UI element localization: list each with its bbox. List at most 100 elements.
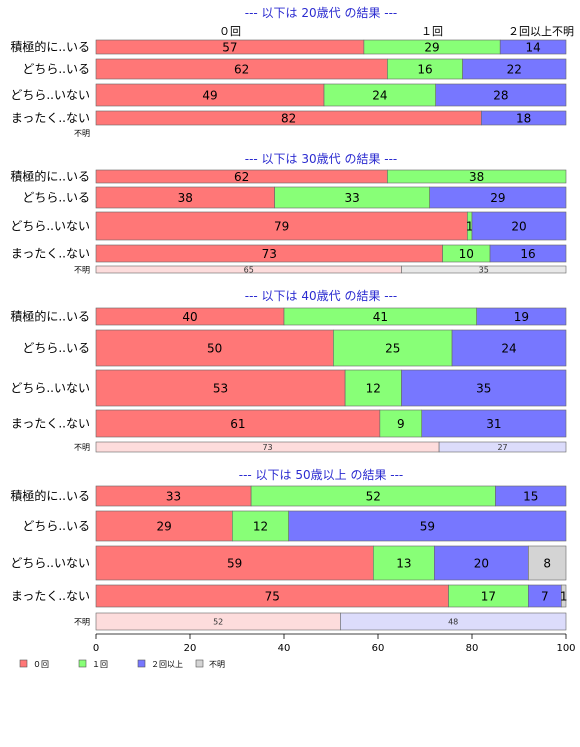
bar-value-label: 1 [560,590,568,604]
bar-segment [476,307,567,326]
bar-segment [429,186,567,209]
bar-segment [333,329,453,367]
bar-value-label: 41 [373,310,388,324]
bar-value-label: 31 [486,417,501,431]
bar-value-label: 24 [372,89,387,103]
legend-swatch [78,659,87,668]
bar-segment [387,169,567,184]
bar-value-label: 19 [514,310,529,324]
bar-segment [435,83,567,107]
row-label: 不明 [74,266,90,275]
bar-value-label: 62 [234,63,249,77]
bar-value-label: 7 [541,590,549,604]
bar-value-label: 61 [230,417,245,431]
bar-segment [489,244,567,263]
bar-value-label: 17 [481,590,496,604]
row-label: まったく..ない [11,247,90,261]
x-tick-label: 80 [466,643,479,654]
x-tick-label: 60 [372,643,385,654]
x-tick-label: 40 [278,643,291,654]
row-label: 積極的に..いる [10,488,90,503]
row-label: 積極的に..いる [10,169,90,184]
bar-value-label: 62 [234,170,249,184]
bar-segment [379,409,423,438]
legend-label: ２回以上 [151,660,183,669]
bar-segment [340,612,567,631]
bar-value-label: 75 [265,590,280,604]
row-label: どちら..いる [22,519,90,533]
bar-value-label: 22 [507,63,522,77]
bar-value-label: 48 [448,618,458,627]
row-label: 積極的に..いる [10,309,90,324]
bar-value-label: 1 [466,220,474,234]
bar-segment [481,110,567,126]
bar-segment [401,369,567,407]
bar-segment [95,369,346,407]
row-label: どちら..いない [10,556,90,570]
bar-value-label: 8 [543,557,551,571]
bar-value-label: 59 [420,520,435,534]
bar-segment [451,329,567,367]
x-tick-label: 0 [93,643,99,654]
column-header: ０回 [219,25,241,38]
bar-value-label: 52 [366,490,381,504]
bar-value-label: 20 [474,557,489,571]
bar-value-label: 13 [396,557,411,571]
bar-value-label: 18 [516,112,531,126]
bar-value-label: 12 [366,382,381,396]
legend-swatch [19,659,28,668]
bar-segment [421,409,567,438]
row-label: どちら..いない [10,381,90,395]
row-label: どちら..いない [10,88,90,102]
bar-segment [471,211,567,241]
bar-value-label: 40 [182,310,197,324]
bar-segment [462,58,567,80]
bar-value-label: 33 [345,191,360,205]
bar-value-label: 16 [417,63,432,77]
bar-segment [401,265,567,274]
bar-value-label: 16 [520,247,535,261]
bar-value-label: 73 [262,443,272,452]
bar-value-label: 28 [493,89,508,103]
legend-swatch [137,659,146,668]
bar-value-label: 82 [281,112,296,126]
bar-value-label: 10 [459,247,474,261]
bar-value-label: 33 [166,490,181,504]
row-label: どちら..いる [22,341,90,355]
x-tick-label: 100 [556,643,575,654]
legend-swatch [195,659,204,668]
bar-segment [95,510,233,542]
bar-value-label: 79 [274,220,289,234]
bar-value-label: 9 [397,417,405,431]
bar-value-label: 35 [479,266,489,275]
bar-segment [528,545,567,581]
legend-label: １回 [92,660,108,669]
bar-value-label: 20 [511,220,526,234]
bar-segment [438,441,567,453]
bar-segment [288,510,567,542]
row-label: どちら..いる [22,62,90,76]
bar-segment [232,510,290,542]
bar-value-label: 29 [157,520,172,534]
bar-value-label: 25 [385,342,400,356]
row-label: 不明 [74,618,90,627]
panel-title: --- 以下は 20歳代 の結果 --- [245,6,398,20]
bar-value-label: 50 [207,342,222,356]
bar-value-label: 35 [476,382,491,396]
row-label: どちら..いる [22,191,90,205]
column-header: １回 [421,25,443,38]
bar-value-label: 12 [253,520,268,534]
bar-value-label: 57 [222,41,237,55]
bar-value-label: 38 [469,170,484,184]
bar-segment [95,211,468,241]
row-label: まったく..ない [11,589,90,603]
row-label: 不明 [74,443,90,452]
bar-value-label: 38 [178,191,193,205]
bar-segment [372,545,435,581]
bar-value-label: 52 [213,618,223,627]
bar-value-label: 73 [262,247,277,261]
bar-value-label: 53 [213,382,228,396]
panel-title: --- 以下は 50歳以上 の結果 --- [239,468,404,482]
bar-value-label: 14 [525,41,540,55]
